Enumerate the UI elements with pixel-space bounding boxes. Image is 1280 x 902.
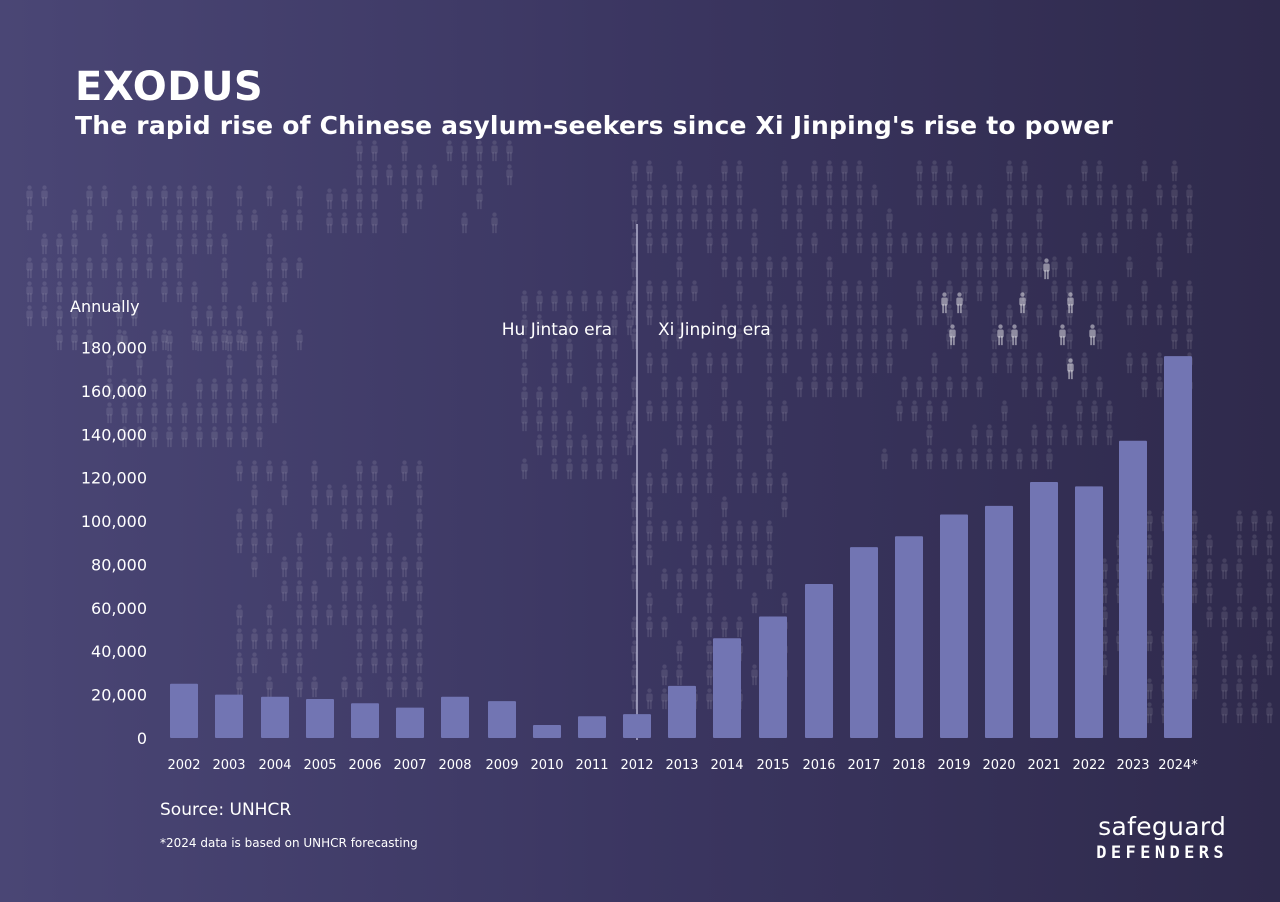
x-tick-label: 2003 xyxy=(212,758,245,773)
bar-2013 xyxy=(668,685,696,738)
x-tick-label: 2022 xyxy=(1072,758,1105,773)
bar-2009 xyxy=(488,701,516,738)
bar-2023 xyxy=(1119,440,1147,738)
x-tick-label: 2010 xyxy=(530,758,563,773)
bar-2006 xyxy=(351,703,379,738)
y-tick-label: 140,000 xyxy=(81,425,147,444)
x-tick-label: 2009 xyxy=(485,758,518,773)
bar-2007 xyxy=(396,707,424,738)
y-tick-label: 80,000 xyxy=(91,555,147,574)
x-tick-label: 2015 xyxy=(756,758,789,773)
y-tick-label: 20,000 xyxy=(91,686,147,705)
safeguard-defenders-logo: safeguard DEFENDERS xyxy=(1096,812,1228,864)
y-tick-label: 100,000 xyxy=(81,512,147,531)
logo-text-bottom: DEFENDERS xyxy=(1096,843,1228,863)
hu-jintao-era-label: Hu Jintao era xyxy=(502,320,612,340)
y-tick-label: 40,000 xyxy=(91,642,147,661)
x-tick-label: 2005 xyxy=(303,758,336,773)
bar-2008 xyxy=(441,696,469,738)
bar-2022 xyxy=(1075,486,1103,738)
x-tick-label: 2004 xyxy=(258,758,291,773)
y-axis-label: Annually xyxy=(70,297,140,316)
bar-2011 xyxy=(578,716,606,738)
source-note: Source: UNHCR xyxy=(160,800,292,820)
page-title: EXODUS xyxy=(75,64,264,110)
xi-jinping-era-label: Xi Jinping era xyxy=(658,320,771,340)
x-tick-label: 2017 xyxy=(847,758,880,773)
x-tick-label: 2016 xyxy=(802,758,835,773)
y-tick-label: 60,000 xyxy=(91,599,147,618)
x-tick-label: 2019 xyxy=(937,758,970,773)
bar-2017 xyxy=(850,547,878,738)
x-tick-label: 2024* xyxy=(1158,758,1198,773)
x-tick-label: 2006 xyxy=(348,758,381,773)
x-tick-label: 2013 xyxy=(665,758,698,773)
bar-2005 xyxy=(306,698,334,738)
x-tick-label: 2002 xyxy=(167,758,200,773)
bar-2014 xyxy=(713,638,741,738)
bar-2012 xyxy=(623,714,651,738)
x-tick-label: 2012 xyxy=(620,758,653,773)
page-subtitle: The rapid rise of Chinese asylum-seekers… xyxy=(75,111,1114,140)
x-tick-label: 2021 xyxy=(1027,758,1060,773)
bar-2003 xyxy=(215,694,243,738)
bar-2020 xyxy=(985,505,1013,738)
y-tick-label: 0 xyxy=(137,729,147,748)
x-tick-label: 2011 xyxy=(575,758,608,773)
bar-2004 xyxy=(261,696,289,738)
bar-2024 xyxy=(1164,356,1192,738)
logo-text-top: safeguard xyxy=(1098,812,1227,841)
x-tick-label: 2023 xyxy=(1116,758,1149,773)
y-tick-label: 120,000 xyxy=(81,469,147,488)
x-tick-label: 2020 xyxy=(982,758,1015,773)
bar-2015 xyxy=(759,616,787,738)
bar-2002 xyxy=(170,683,198,738)
x-tick-label: 2014 xyxy=(710,758,743,773)
bar-2021 xyxy=(1030,482,1058,738)
forecast-footnote: *2024 data is based on UNHCR forecasting xyxy=(160,836,418,850)
bar-2016 xyxy=(805,583,833,738)
y-tick-label: 180,000 xyxy=(81,339,147,358)
bar-2010 xyxy=(533,724,561,738)
bar-2019 xyxy=(940,514,968,738)
bar-2018 xyxy=(895,536,923,738)
y-tick-label: 160,000 xyxy=(81,382,147,401)
x-tick-label: 2008 xyxy=(438,758,471,773)
x-tick-label: 2018 xyxy=(892,758,925,773)
x-tick-label: 2007 xyxy=(393,758,426,773)
